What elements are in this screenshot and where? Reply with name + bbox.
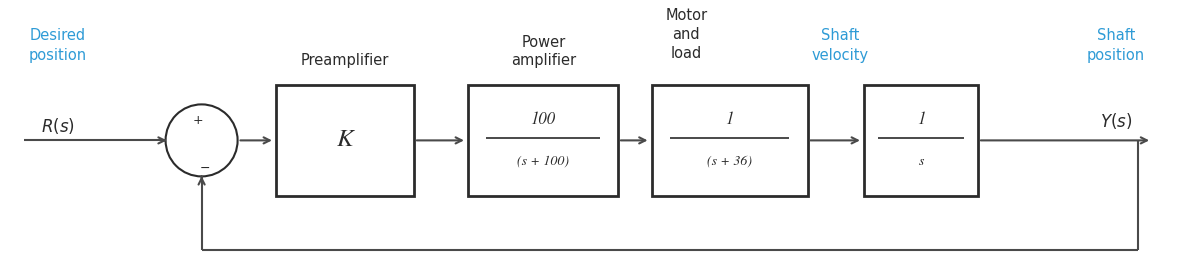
Text: Shaft
velocity: Shaft velocity	[811, 28, 869, 63]
Text: Shaft
position: Shaft position	[1087, 28, 1145, 63]
Text: Power
amplifier: Power amplifier	[511, 34, 576, 68]
Text: −: −	[200, 162, 210, 175]
Ellipse shape	[166, 105, 238, 176]
Text: 1: 1	[726, 111, 733, 128]
Text: Motor
and
load: Motor and load	[665, 8, 708, 61]
Text: s: s	[918, 155, 924, 168]
Text: $Y(s)$: $Y(s)$	[1100, 111, 1132, 131]
Bar	[652, 85, 808, 196]
Text: (s + 100): (s + 100)	[517, 155, 569, 168]
Bar	[276, 85, 414, 196]
Text: $R(s)$: $R(s)$	[41, 116, 74, 136]
Text: Desired
position: Desired position	[29, 28, 86, 63]
Text: K: K	[337, 129, 353, 152]
Text: (s + 36): (s + 36)	[707, 155, 752, 168]
Bar	[468, 85, 618, 196]
Bar	[864, 85, 978, 196]
Text: 100: 100	[530, 111, 556, 128]
Text: 1: 1	[917, 111, 925, 128]
Text: +: +	[193, 114, 203, 127]
Text: Preamplifier: Preamplifier	[301, 53, 389, 68]
